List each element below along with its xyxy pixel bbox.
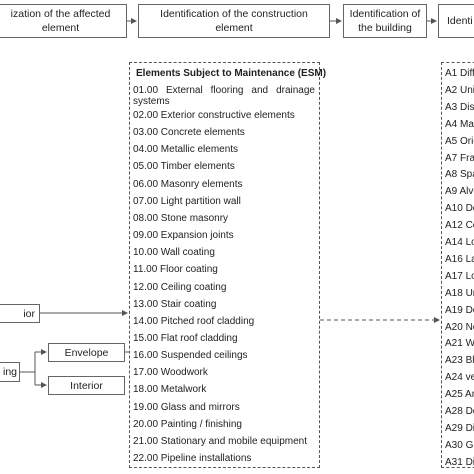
code-item: A21 W <box>445 338 474 350</box>
left-box: ior <box>0 304 40 323</box>
code-item: A19 De <box>445 304 474 316</box>
esm-item: 03.00 Concrete elements <box>133 127 245 139</box>
code-item: A2 Uni <box>445 84 474 96</box>
code-item: A7 Fra <box>445 152 474 164</box>
esm-item: 05.00 Timber elements <box>133 161 235 173</box>
header-box: ization of the affected element <box>0 4 127 38</box>
esm-item: 02.00 Exterior constructive elements <box>133 110 295 121</box>
codes-box: A1 Diff A2 Uni A3 Dis A4 Map A5 Orie A7 Fra A8… <box>441 62 474 468</box>
code-item: A25 Ar <box>445 389 474 401</box>
esm-box: Elements Subject to Maintenance (ESM) 01… <box>129 62 326 468</box>
esm-item: 10.00 Wall coating <box>133 247 215 259</box>
code-item: A28 De <box>445 406 474 417</box>
esm-item: 19.00 Glass and mirrors <box>133 401 240 413</box>
code-item: A8 Spa <box>445 169 474 181</box>
header-box: Identi <box>438 4 474 38</box>
branch-box: Interior <box>48 376 125 395</box>
esm-item: 20.00 Painting / finishing <box>133 418 242 430</box>
code-item: A10 De <box>445 203 474 215</box>
esm-item: 01.00 External flooring and drainage sys… <box>133 85 315 107</box>
left-box: ing <box>0 362 20 382</box>
header-box: Identification of the building <box>343 4 427 38</box>
code-item: A16 La <box>445 253 474 265</box>
esm-item: 22.00 Pipeline installations <box>133 453 252 464</box>
code-item: A12 Co <box>445 220 474 232</box>
esm-title: Elements Subject to Maintenance (ESM) <box>136 68 327 79</box>
code-item: A20 No <box>445 321 474 333</box>
esm-item: 21.00 Stationary and mobile equipment <box>133 435 308 447</box>
code-item: A5 Orie <box>445 135 474 147</box>
branch-box: Envelope <box>48 343 125 362</box>
esm-item: 16.00 Suspended ceilings <box>133 350 248 362</box>
code-item: A30 Gr <box>445 439 474 451</box>
esm-item: 17.00 Woodwork <box>133 367 208 379</box>
esm-item: 12.00 Ceiling coating <box>133 281 227 293</box>
esm-item: 15.00 Flat roof cladding <box>133 332 238 344</box>
esm-item: 18.00 Metalwork <box>133 384 207 396</box>
esm-item: 13.00 Stair coating <box>133 298 217 310</box>
code-item: A31 Di <box>445 456 474 468</box>
header-box: Identification of the construction eleme… <box>138 4 330 38</box>
code-item: A4 Map <box>445 118 474 130</box>
code-item: A23 Bli <box>445 355 474 367</box>
esm-item: 06.00 Masonry elements <box>133 178 243 190</box>
code-item: A3 Dis <box>445 101 474 113</box>
code-item: A14 Lo <box>445 237 474 248</box>
code-item: A29 Di <box>445 422 474 434</box>
esm-item: 11.00 Floor coating <box>133 264 218 276</box>
code-item: A9 Alve <box>445 186 474 198</box>
code-item: A1 Diff <box>445 68 474 79</box>
code-item: A18 Un <box>445 287 474 299</box>
esm-item: 07.00 Light partition wall <box>133 195 241 207</box>
esm-item: 04.00 Metallic elements <box>133 144 239 156</box>
code-item: A24 ve <box>445 372 474 384</box>
code-item: A17 Lo <box>445 270 474 282</box>
esm-item: 09.00 Expansion joints <box>133 230 234 242</box>
esm-item: 14.00 Pitched roof cladding <box>133 315 255 327</box>
esm-item: 08.00 Stone masonry <box>133 212 229 224</box>
